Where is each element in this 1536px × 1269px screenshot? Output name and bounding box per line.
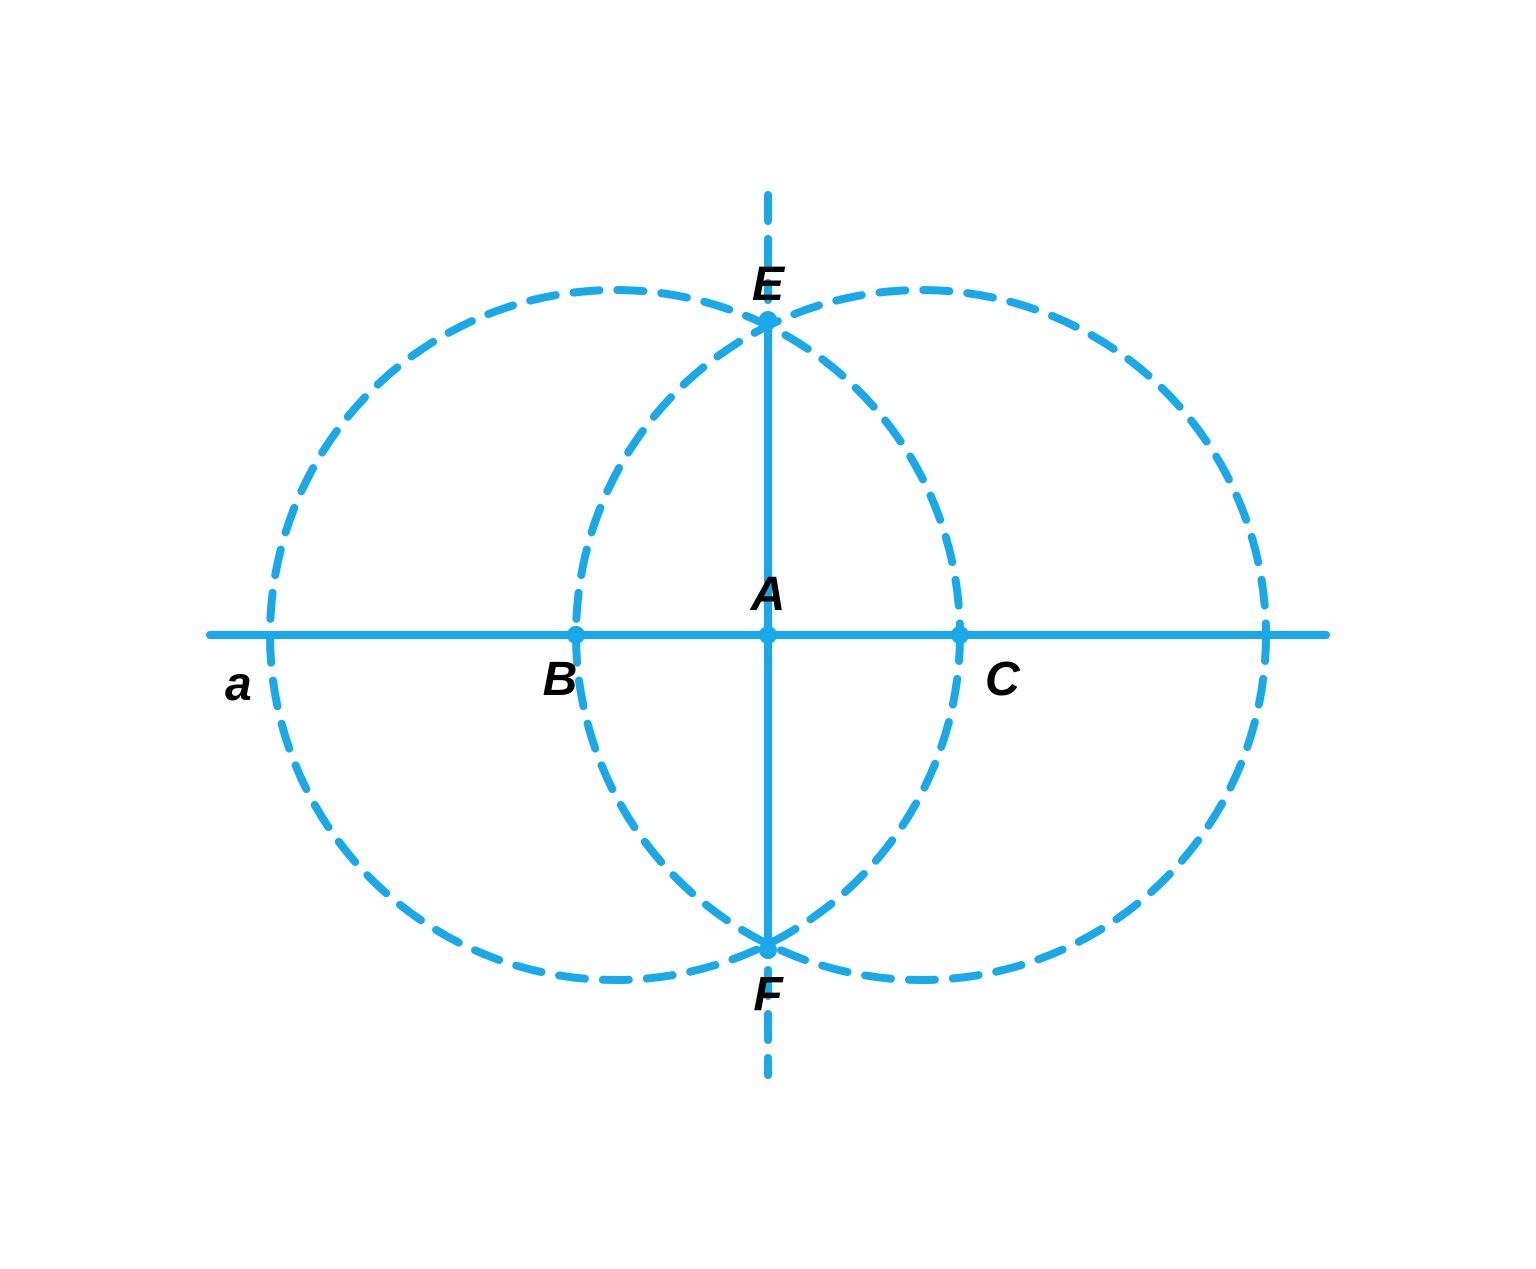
- point-F: [759, 941, 777, 959]
- label-line-a: a: [225, 658, 252, 711]
- label-E: E: [752, 258, 786, 311]
- label-B: B: [543, 653, 578, 706]
- point-E: [759, 311, 777, 329]
- point-B: [567, 626, 585, 644]
- point-C: [951, 626, 969, 644]
- point-A: [759, 626, 777, 644]
- label-F: F: [753, 968, 784, 1021]
- label-C: C: [985, 653, 1021, 706]
- geometric-diagram: A B C E Fa: [0, 0, 1536, 1269]
- label-A: A: [750, 568, 786, 621]
